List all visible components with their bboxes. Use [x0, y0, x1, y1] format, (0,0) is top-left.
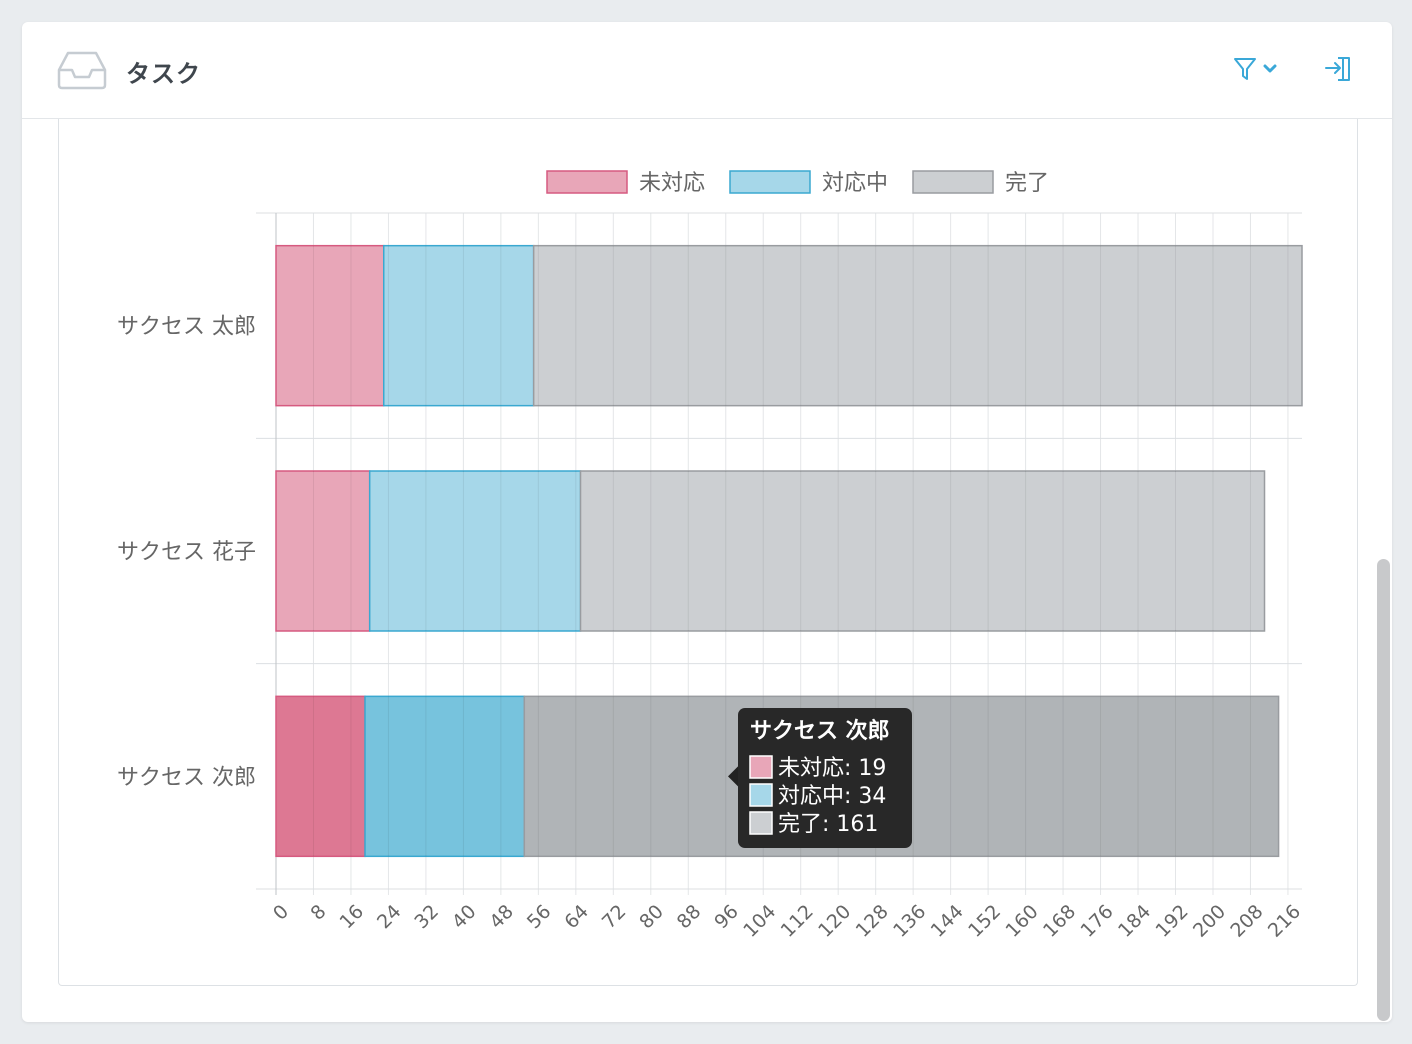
- x-tick-label: 96: [710, 901, 743, 934]
- x-tick-label: 0: [269, 901, 293, 925]
- bar-segment: [275, 695, 366, 858]
- x-tick-label: 112: [777, 901, 818, 942]
- tooltip-swatch: [749, 811, 773, 835]
- funnel-filter-icon: [1234, 58, 1256, 80]
- x-tick-label: 64: [560, 901, 593, 934]
- inbox-tray-icon: [56, 50, 108, 94]
- tooltip-title: サクセス 次郎: [750, 718, 890, 744]
- category-label: サクセス 太郎: [117, 315, 256, 340]
- bar-segment: [383, 244, 535, 407]
- x-tick-label: 56: [523, 901, 556, 934]
- tooltip-item: 完了: 161: [778, 812, 878, 837]
- bar-segment: [275, 244, 385, 407]
- legend-label: 未対応: [639, 171, 705, 196]
- vertical-scrollbar[interactable]: [1377, 559, 1390, 1021]
- x-tick-label: 16: [335, 901, 368, 934]
- bar-segment: [364, 695, 526, 858]
- tooltip-item: 対応中: 34: [778, 784, 886, 809]
- tooltip-caret: [728, 766, 738, 787]
- chart-panel: [58, 119, 1358, 986]
- x-tick-label: 168: [1039, 901, 1080, 942]
- x-tick-label: 208: [1226, 901, 1267, 942]
- bar-segment: [275, 470, 371, 632]
- category-label: サクセス 花子: [117, 540, 256, 565]
- x-tick-label: 136: [889, 901, 930, 942]
- x-tick-label: 72: [598, 901, 631, 934]
- x-tick-label: 32: [410, 901, 443, 934]
- bar-segment: [579, 470, 1266, 632]
- chevron-down-icon: [1263, 64, 1277, 73]
- x-tick-label: 184: [1114, 901, 1155, 942]
- x-tick-label: 80: [635, 901, 668, 934]
- tooltip-item: 未対応: 19: [778, 756, 886, 781]
- x-tick-label: 192: [1151, 901, 1192, 942]
- tooltip-box: [738, 708, 912, 848]
- x-tick-label: 48: [485, 901, 518, 934]
- x-tick-label: 40: [448, 901, 481, 934]
- x-tick-label: 120: [814, 901, 855, 942]
- tooltip-swatch: [749, 755, 773, 779]
- x-tick-label: 176: [1076, 901, 1117, 942]
- category-label: サクセス 次郎: [117, 765, 256, 790]
- bar-segment: [368, 470, 582, 632]
- filter-dropdown-button[interactable]: [1232, 56, 1284, 82]
- x-tick-label: 128: [852, 901, 893, 942]
- legend-swatch: [912, 170, 994, 194]
- legend-label: 対応中: [822, 171, 888, 196]
- x-tick-label: 104: [739, 901, 780, 942]
- x-tick-label: 152: [964, 901, 1005, 942]
- x-tick-label: 8: [307, 901, 331, 925]
- x-tick-label: 144: [927, 901, 968, 942]
- x-tick-label: 200: [1189, 901, 1230, 942]
- bar-segment: [532, 244, 1303, 407]
- x-tick-label: 24: [373, 901, 406, 934]
- sign-in-export-icon[interactable]: [1324, 54, 1354, 84]
- tooltip-swatch: [749, 783, 773, 807]
- x-tick-label: 216: [1264, 901, 1305, 942]
- x-tick-label: 160: [1002, 901, 1043, 942]
- card-header: タスク: [22, 22, 1392, 119]
- legend-label: 完了: [1005, 171, 1049, 196]
- legend-swatch: [729, 170, 811, 194]
- card-title: タスク: [126, 60, 201, 88]
- x-tick-label: 88: [673, 901, 706, 934]
- legend-swatch: [546, 170, 628, 194]
